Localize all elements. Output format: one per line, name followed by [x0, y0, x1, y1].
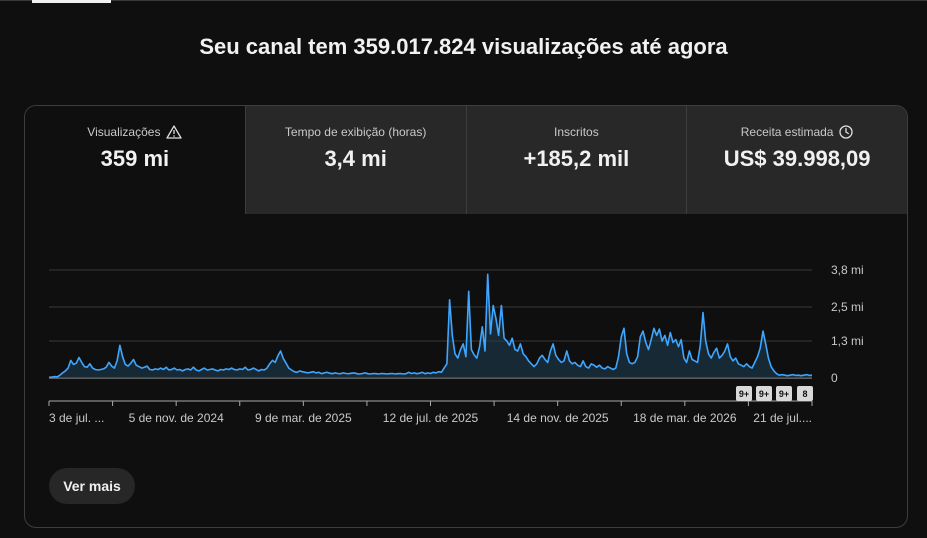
annotation-badge	[736, 386, 752, 401]
x-tick-label: 18 de mar. de 2026	[633, 411, 737, 425]
series-area	[49, 274, 812, 378]
annotation-badge	[776, 386, 792, 401]
y-tick-label: 3,8 mi	[831, 263, 864, 277]
top-divider	[0, 0, 927, 1]
tab-value: 359 mi	[100, 146, 170, 171]
y-tick-label: 0	[831, 371, 838, 385]
see-more-button[interactable]: Ver mais	[49, 468, 135, 504]
tab-value: 3,4 mi	[324, 146, 387, 171]
x-tick-label: 14 de nov. de 2025	[507, 411, 609, 425]
y-tick-label: 1,3 mi	[831, 334, 864, 348]
page-title: Seu canal tem 359.017.824 visualizações …	[199, 34, 728, 59]
tab-views[interactable]: Visualizações 359 mi	[25, 106, 245, 214]
annotation-badge-label: 8	[802, 389, 807, 399]
tab-label: Tempo de exibição (horas)	[284, 125, 427, 139]
y-tick-label: 2,5 mi	[831, 300, 864, 314]
tab-label: Receita estimada	[740, 125, 834, 139]
views-chart[interactable]: 0 1,3 mi 2,5 mi 3,8 mi 3 de jul. ... 5 de nov…	[25, 214, 907, 454]
warning-icon[interactable]	[166, 125, 183, 139]
analytics-card: Visualizações 359 mi Tempo de exibição (…	[24, 105, 908, 528]
annotation-badge-label: 9+	[779, 389, 789, 399]
top-tab-indicator	[32, 0, 111, 3]
metric-tabs: Visualizações 359 mi Tempo de exibição (…	[25, 106, 907, 214]
tab-label: Visualizações	[87, 125, 161, 139]
tab-watch-time[interactable]: Tempo de exibição (horas) 3,4 mi	[244, 106, 466, 214]
x-tick-label: 5 de nov. de 2024	[129, 411, 225, 425]
x-tick-label: 12 de jul. de 2025	[383, 411, 479, 425]
annotation-badge	[756, 386, 772, 401]
tab-subscribers[interactable]: Inscritos +185,2 mil	[465, 106, 687, 214]
tab-revenue[interactable]: Receita estimada US$ 39.998,09	[686, 106, 907, 214]
clock-icon[interactable]	[839, 125, 854, 139]
x-tick-label: 9 de mar. de 2025	[255, 411, 352, 425]
tab-value: +185,2 mil	[523, 146, 630, 171]
annotation-badge-label: 9+	[739, 389, 749, 399]
series-line	[48, 273, 813, 379]
tab-value: US$ 39.998,09	[723, 146, 871, 171]
annotation-badge	[797, 386, 813, 401]
chart-svg: 0 1,3 mi 2,5 mi 3,8 mi 3 de jul. ... 5 de nov…	[48, 263, 864, 425]
tab-label: Inscritos	[554, 125, 599, 139]
x-tick-label: 3 de jul. ...	[49, 411, 104, 425]
annotation-badge-label: 9+	[759, 389, 769, 399]
x-tick-label: 21 de jul....	[753, 411, 812, 425]
